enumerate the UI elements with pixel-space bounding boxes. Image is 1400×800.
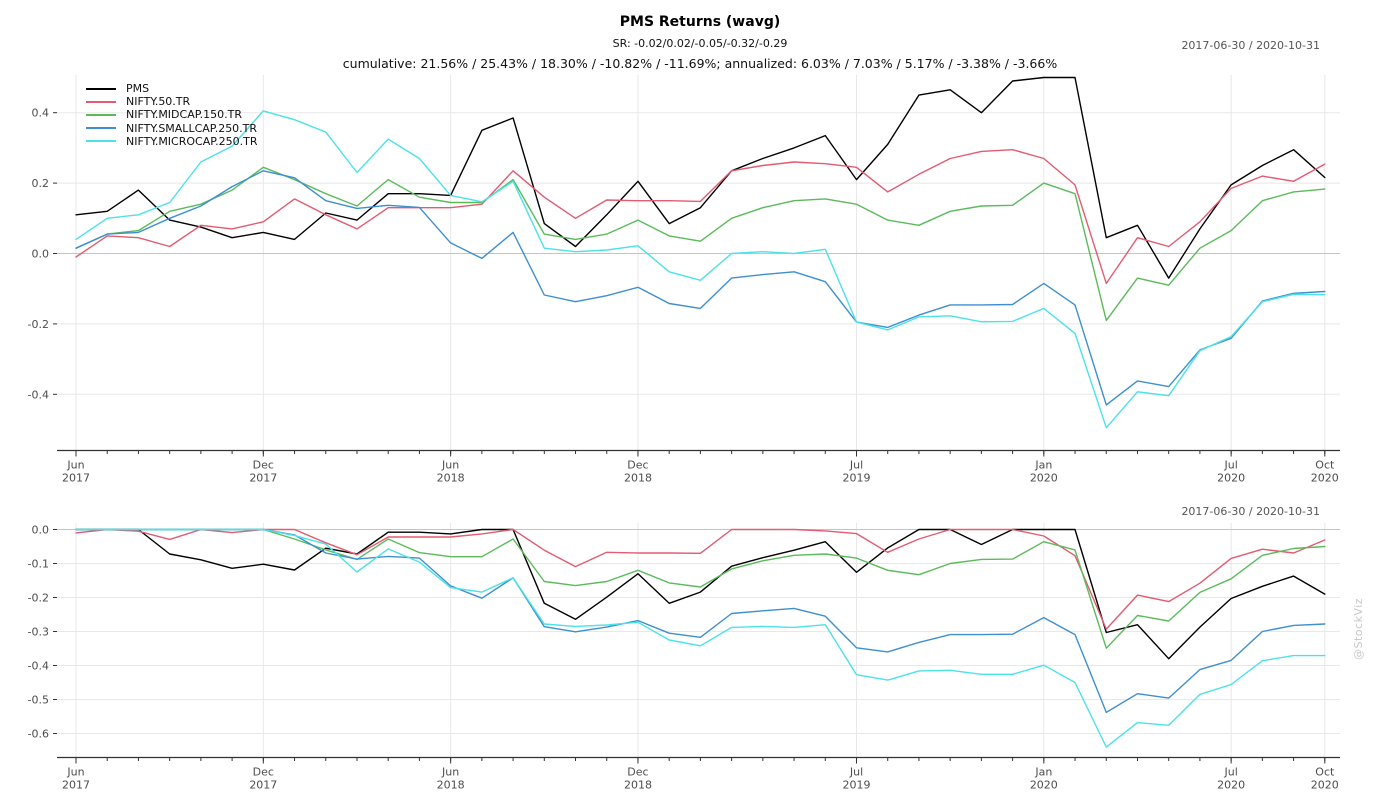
x-tick-label-month: Oct [1315,766,1335,779]
x-tick-label-year: 2018 [437,779,465,792]
y-tick-label: 0.2 [32,177,50,190]
x-tick-label-month: Jul [1223,459,1237,472]
x-tick-label-year: 2018 [437,472,465,485]
series-line-pms [75,528,1326,660]
legend-swatch [86,87,116,90]
legend-label: NIFTY.MIDCAP.150.TR [126,108,242,122]
x-tick-label-month: Dec [253,766,274,779]
y-tick-label: -0.6 [28,728,49,741]
legend-item-nifty-midcap-150-tr: NIFTY.MIDCAP.150.TR [86,108,258,121]
x-tick-label-year: 2017 [249,472,277,485]
x-tick-label-month: Dec [253,459,274,472]
series-line-nifty-50-tr [75,148,1326,285]
date-range-top: 2017-06-30 / 2020-10-31 [1181,39,1320,52]
x-tick-label-month: Jan [1034,766,1052,779]
legend-item-nifty-50-tr: NIFTY.50.TR [86,95,258,108]
x-tick-label-year: 2018 [624,472,652,485]
x-tick-label-year: 2020 [1311,472,1339,485]
watermark: @StockViz [1352,597,1365,660]
x-tick-label-month: Jul [1223,766,1237,779]
x-tick-label-year: 2020 [1311,779,1339,792]
y-tick-label: 0.0 [32,524,50,537]
returns-summary: cumulative: 21.56% / 25.43% / 18.30% / -… [342,56,1058,71]
series-line-pms [75,76,1326,279]
x-tick-label-month: Oct [1315,459,1335,472]
x-tick-label-month: Jun [66,459,84,472]
x-tick-label-month: Jun [441,459,459,472]
legend-swatch [86,140,116,143]
x-tick-label-month: Jun [66,766,84,779]
x-tick-label-year: 2017 [62,472,90,485]
x-tick-label-year: 2020 [1217,779,1245,792]
x-tick-label-year: 2019 [843,779,871,792]
series-line-nifty-50-tr [75,528,1326,630]
y-tick-label: -0.4 [28,388,49,401]
legend: PMS NIFTY.50.TR NIFTY.MIDCAP.150.TR NIFTY.S… [86,82,258,148]
legend-item-nifty-microcap-250-tr: NIFTY.MICROCAP.250.TR [86,135,258,148]
y-tick-label: -0.4 [28,660,49,673]
x-tick-label-month: Jul [849,459,863,472]
x-tick-label-year: 2018 [624,779,652,792]
series-line-nifty-microcap-250-tr [75,110,1326,429]
x-tick-label-year: 2017 [249,779,277,792]
series-line-nifty-microcap-250-tr [75,528,1326,748]
x-tick-label-month: Jun [441,766,459,779]
y-tick-label: -0.5 [28,694,49,707]
page-title: PMS Returns (wavg) [619,14,781,30]
legend-swatch [86,113,116,116]
legend-item-nifty-smallcap-250-tr: NIFTY.SMALLCAP.250.TR [86,122,258,135]
legend-swatch [86,127,116,130]
x-tick-label-year: 2020 [1030,472,1058,485]
x-tick-label-month: Jul [849,766,863,779]
y-tick-label: -0.1 [28,558,49,571]
series-line-nifty-midcap-150-tr [75,528,1326,649]
x-tick-label-year: 2019 [843,472,871,485]
legend-label: NIFTY.SMALLCAP.250.TR [126,121,258,135]
date-range-bottom: 2017-06-30 / 2020-10-31 [1181,505,1320,518]
series-line-nifty-smallcap-250-tr [75,170,1326,406]
legend-label: NIFTY.50.TR [126,95,191,109]
legend-swatch [86,100,116,103]
x-tick-label-year: 2017 [62,779,90,792]
x-tick-label-month: Dec [627,459,648,472]
x-tick-label-month: Jan [1034,459,1052,472]
y-tick-label: 0.4 [32,107,50,120]
y-tick-label: -0.3 [28,626,49,639]
y-tick-label: -0.2 [28,318,49,331]
legend-label: PMS [126,82,150,96]
y-tick-label: -0.2 [28,592,49,605]
x-tick-label-month: Dec [627,766,648,779]
legend-item-pms: PMS [86,82,258,95]
x-tick-label-year: 2020 [1030,779,1058,792]
x-tick-label-year: 2020 [1217,472,1245,485]
sharpe-ratio-subtitle: SR: -0.02/0.02/-0.05/-0.32/-0.29 [612,37,788,50]
y-tick-label: 0.0 [32,248,50,261]
legend-label: NIFTY.MICROCAP.250.TR [126,134,258,148]
